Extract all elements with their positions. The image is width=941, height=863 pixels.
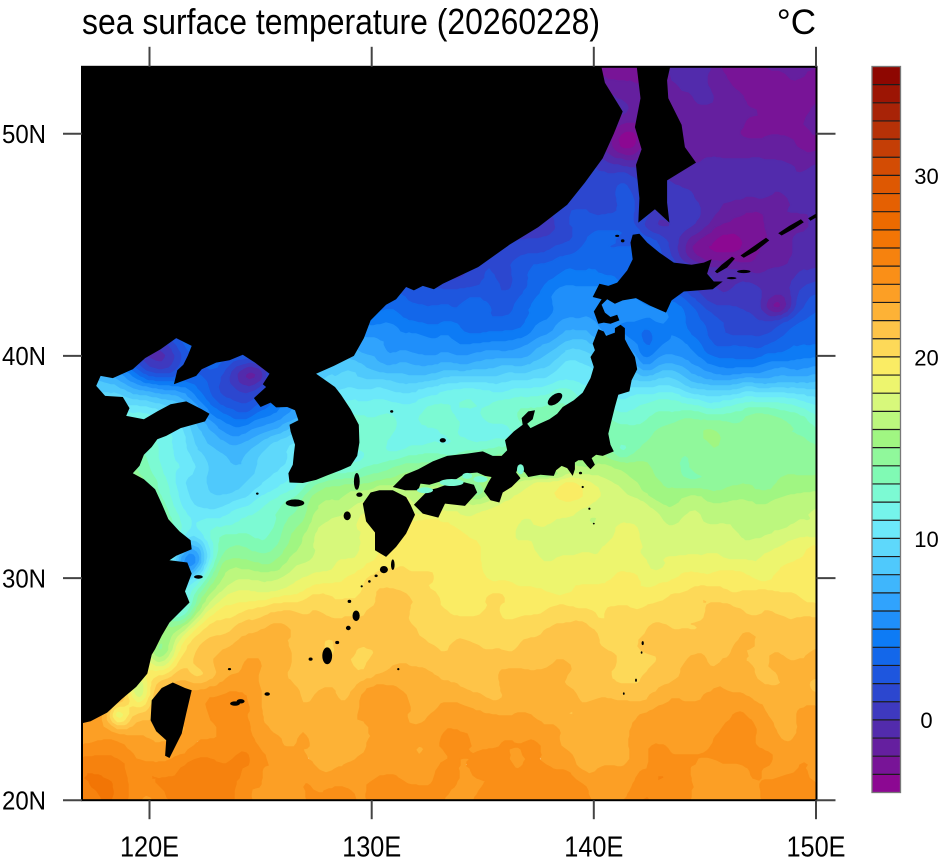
svg-text:sea surface temperature (20260: sea surface temperature (20260228) [82, 1, 600, 42]
svg-text:120E: 120E [120, 832, 179, 859]
svg-text:130E: 130E [342, 832, 401, 859]
svg-text:140E: 140E [564, 832, 623, 859]
svg-text:20: 20 [914, 346, 938, 371]
svg-text:10: 10 [914, 527, 938, 552]
svg-text:30N: 30N [2, 563, 46, 593]
svg-text:150E: 150E [787, 832, 846, 859]
svg-text:°C: °C [777, 3, 816, 42]
svg-text:20N: 20N [2, 786, 46, 816]
svg-text:0: 0 [920, 708, 932, 733]
svg-text:50N: 50N [2, 119, 46, 149]
svg-text:30: 30 [914, 164, 938, 189]
svg-text:40N: 40N [2, 341, 46, 371]
